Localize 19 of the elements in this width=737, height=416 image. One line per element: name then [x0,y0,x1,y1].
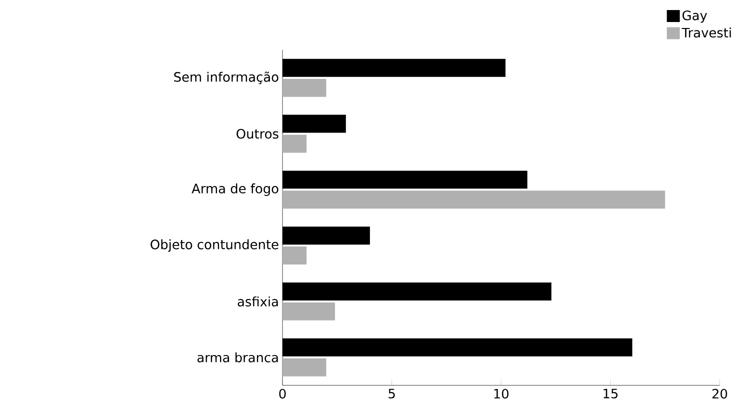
y-tick-label: Objeto contundente [150,239,278,252]
y-tick-label: Sem informação [174,71,278,84]
x-tick-label: 0 [279,388,286,398]
bar [282,134,307,153]
legend-label: Travesti [682,27,731,38]
bar [282,190,666,209]
x-tick-label: 20 [712,388,728,398]
y-tick-label: Outros [236,128,278,139]
y-tick-label: Arma de fogo [192,183,278,196]
bar [282,358,326,376]
x-tick-label: 15 [604,388,618,398]
bar [282,246,307,264]
y-tick-label: asfixia [238,296,278,306]
x-tick-label: 10 [494,388,508,398]
x-tick-label: 5 [388,388,395,398]
legend-label: Gay [682,10,708,23]
bar [282,78,326,97]
y-tick-label: arma branca [197,352,278,362]
bar [282,302,335,320]
